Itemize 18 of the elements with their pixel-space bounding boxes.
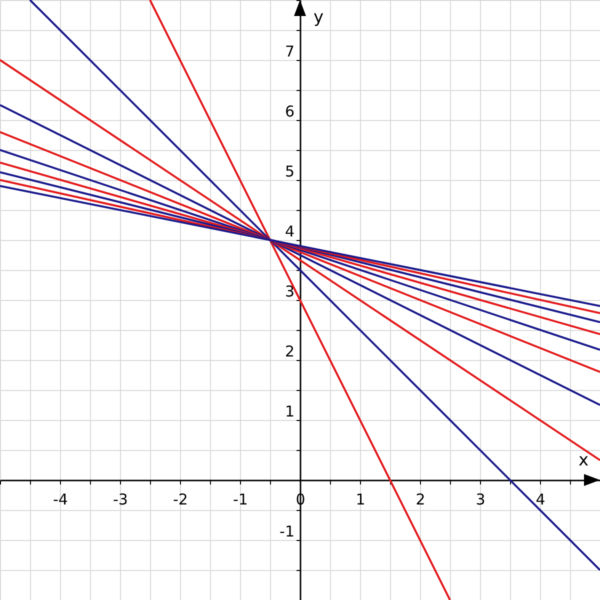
- y-tick-label: -1: [280, 522, 294, 540]
- y-tick-label: 7: [284, 42, 294, 60]
- x-tick-label: 2: [416, 490, 426, 508]
- y-tick-label: 1: [284, 402, 294, 420]
- x-tick-label: -3: [113, 490, 128, 508]
- x-tick-label: 3: [476, 490, 486, 508]
- x-tick-label: -1: [233, 490, 248, 508]
- y-tick-label: 4: [284, 222, 294, 240]
- x-tick-label: 1: [356, 490, 366, 508]
- x-tick-label: -4: [53, 490, 68, 508]
- y-tick-label: 2: [284, 342, 294, 360]
- y-tick-label: 3: [284, 282, 294, 300]
- x-tick-label: 4: [536, 490, 546, 508]
- x-axis-title: x: [578, 450, 588, 470]
- x-tick-label: -2: [173, 490, 188, 508]
- y-tick-label: 6: [284, 102, 294, 120]
- y-axis-title: y: [313, 8, 324, 28]
- y-tick-label: 5: [284, 162, 294, 180]
